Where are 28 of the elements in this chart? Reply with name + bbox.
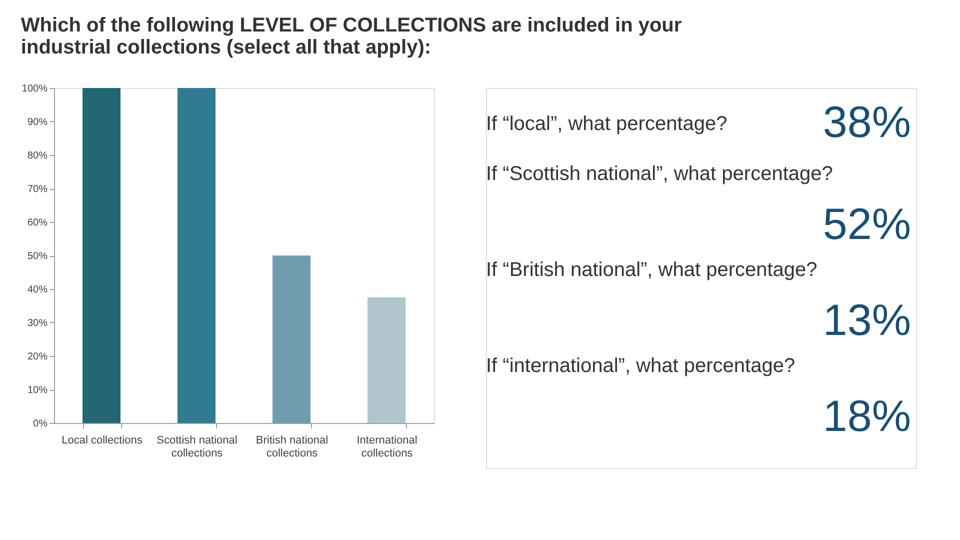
y-tick-label: 50%: [27, 251, 48, 262]
y-tick-label: 90%: [27, 117, 48, 128]
x-tick-label: Local collections: [62, 434, 143, 446]
y-tick-label: 80%: [27, 150, 48, 162]
text: 52%: [822, 200, 911, 249]
y-tick-label: 100%: [22, 84, 48, 94]
y-tick-label: 10%: [27, 385, 48, 396]
y-tick-label: 70%: [27, 184, 48, 195]
y-tick-label: 20%: [27, 352, 48, 362]
y-tick-label: 0%: [33, 418, 48, 430]
text: If “local”, what percentage?: [486, 113, 728, 135]
text: If “British national”, what percentage?: [486, 259, 818, 281]
x-tick-label: British national collections: [256, 434, 328, 460]
text: If “international”, what percentage?: [486, 355, 796, 377]
bar: [272, 256, 310, 423]
bar: [178, 88, 216, 423]
chart-title: Which of the following LEVEL OF COLLECTIONS are included in your industrial collections (select all that apply):: [20, 14, 682, 58]
y-tick-label: 30%: [27, 318, 48, 329]
x-tick-label: Scottish national collections: [156, 434, 238, 460]
text: 13%: [822, 296, 911, 345]
text: 18%: [822, 392, 911, 441]
text: If “Scottish national”, what percentage?: [486, 163, 833, 185]
bar: [82, 88, 120, 423]
y-tick-label: 40%: [27, 284, 48, 296]
y-tick-label: 60%: [27, 218, 48, 228]
text: 38%: [822, 98, 911, 147]
bar: [368, 297, 406, 423]
x-tick-label: International collections: [356, 434, 418, 460]
